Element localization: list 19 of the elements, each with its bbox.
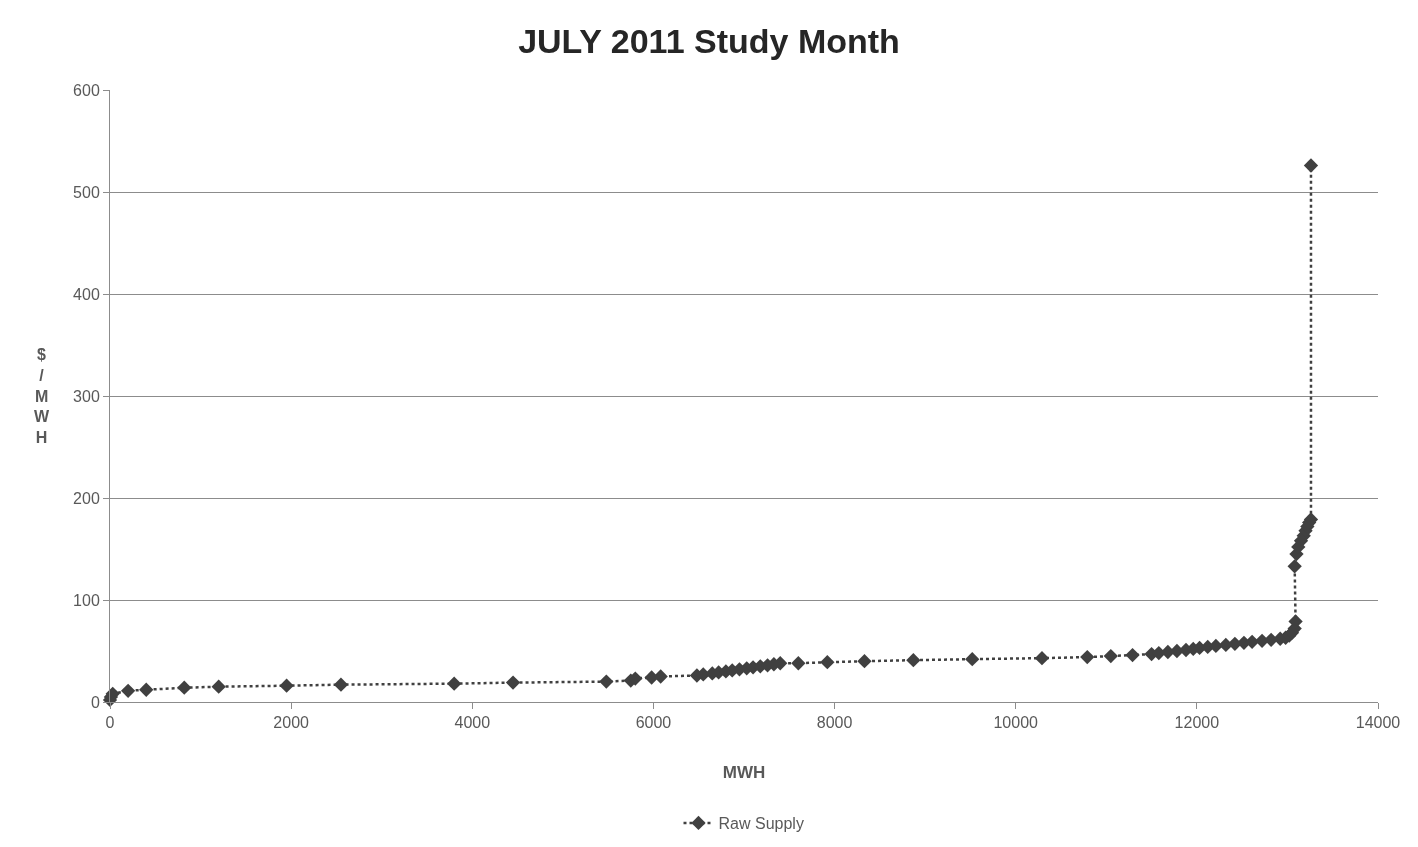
y-tick-label: 200 (73, 489, 100, 507)
x-tick-label: 6000 (635, 714, 672, 732)
x-tick-label: 14000 (1355, 714, 1401, 732)
y-tick-label: 500 (73, 183, 100, 201)
y-tick-label: 400 (73, 285, 100, 303)
y-tick-label: 600 (73, 81, 100, 99)
chart-title: JULY 2011 Study Month (518, 22, 900, 61)
x-tick-label: 2000 (273, 714, 310, 732)
x-tick-label: 4000 (454, 714, 491, 732)
x-tick-label: 0 (105, 714, 115, 732)
legend-label: Raw Supply (718, 815, 804, 833)
y-axis-title: $/MWH (34, 346, 50, 447)
x-tick-label: 12000 (1174, 714, 1220, 732)
x-tick-label: 8000 (816, 714, 853, 732)
y-tick-label: 300 (73, 387, 100, 405)
y-tick-label: 100 (73, 591, 100, 609)
x-tick-label: 10000 (993, 714, 1039, 732)
x-axis-title: MWH (722, 762, 766, 782)
y-tick-label: 0 (90, 693, 100, 711)
